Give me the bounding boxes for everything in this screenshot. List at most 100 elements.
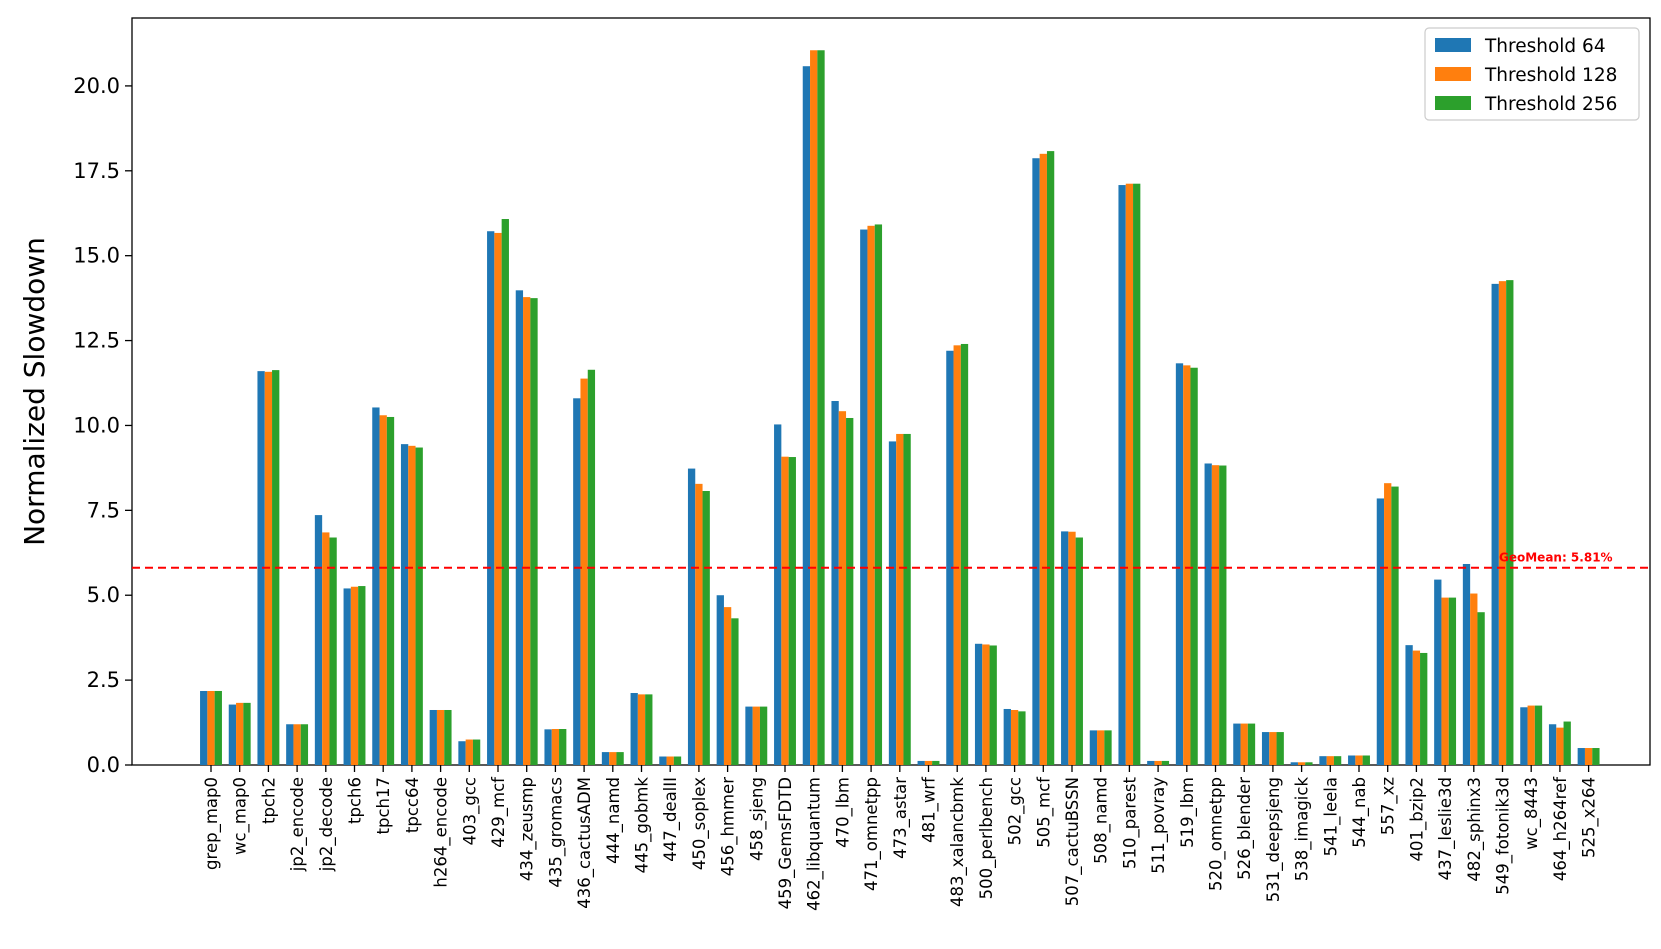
bar	[723, 607, 732, 765]
x-tick-label: 510_parest	[1120, 776, 1140, 868]
legend-label: Threshold 64	[1484, 36, 1606, 57]
x-tick-label: jp2_encode	[288, 777, 308, 872]
bar	[666, 756, 674, 765]
bar	[1319, 756, 1327, 765]
bar	[1441, 597, 1449, 765]
bar	[1420, 652, 1428, 765]
bar	[1434, 579, 1442, 765]
bar	[214, 690, 222, 765]
legend-swatch	[1435, 67, 1471, 81]
bar	[1097, 730, 1105, 765]
bar	[501, 219, 509, 765]
bar	[946, 350, 954, 765]
x-tick-label: 502_gcc	[1006, 777, 1026, 845]
legend-swatch	[1435, 96, 1471, 110]
bar	[286, 724, 294, 765]
bar	[1039, 153, 1047, 765]
bar	[551, 729, 560, 765]
x-tick-label: 481_wrf	[920, 776, 940, 843]
x-tick-label: 525_x264	[1580, 777, 1600, 858]
bar	[1233, 723, 1241, 765]
x-tick-label: 445_gobmk	[633, 777, 653, 874]
bar	[695, 483, 703, 765]
bar	[1592, 748, 1600, 765]
bar	[1333, 756, 1342, 765]
x-tick-label: 549_fotonik3d	[1494, 777, 1514, 895]
bar	[616, 752, 624, 765]
bar	[601, 752, 610, 765]
bar	[1190, 367, 1198, 765]
bar	[1290, 762, 1298, 765]
bar	[1204, 463, 1212, 765]
bar	[917, 760, 925, 765]
bar	[487, 231, 495, 765]
bar	[1133, 183, 1141, 765]
bar	[1520, 707, 1528, 765]
bar	[1563, 721, 1571, 765]
bar	[1491, 283, 1499, 765]
bar	[1068, 531, 1076, 765]
x-tick-label: 434_zeusmp	[518, 777, 538, 881]
x-tick-label: h264_encode	[432, 777, 452, 888]
x-tick-label: 507_cactuBSSN	[1063, 777, 1083, 906]
x-tick-label: 482_sphinx3	[1465, 777, 1485, 882]
bar	[444, 709, 452, 765]
bar	[1147, 760, 1155, 765]
bar	[609, 752, 617, 765]
bar	[207, 690, 215, 765]
legend-box	[1424, 27, 1640, 121]
x-tick-label: 435_gromacs	[546, 777, 566, 888]
bar	[515, 290, 524, 765]
bar	[874, 224, 883, 766]
x-tick-label: 483_xalancbmk	[948, 777, 968, 907]
x-tick-label: 519_lbm	[1178, 777, 1198, 848]
bar	[989, 645, 997, 765]
x-tick-label: 473_astar	[891, 777, 911, 859]
bar	[580, 378, 588, 765]
x-tick-label: 459_GemsFDTD	[776, 777, 796, 909]
bar	[1269, 732, 1277, 765]
x-tick-label: grep_map0	[202, 777, 222, 870]
bar	[293, 724, 301, 765]
bar	[1527, 705, 1535, 765]
bar	[1534, 705, 1543, 765]
x-tick-label: 429_mcf	[489, 776, 509, 848]
x-tick-label: 526_blender	[1235, 777, 1255, 880]
bar	[759, 706, 768, 765]
x-tick-label: 531_deepsjeng	[1264, 777, 1284, 902]
bar	[1018, 711, 1026, 765]
bar	[300, 724, 309, 765]
x-tick-label: 470_lbm	[833, 777, 853, 848]
bar	[465, 739, 473, 765]
legend-label: Threshold 128	[1484, 65, 1617, 86]
x-tick-label: 436_cactusADM	[575, 777, 595, 909]
bar	[1297, 762, 1306, 765]
bar	[386, 416, 395, 765]
x-tick-label: 505_mcf	[1034, 776, 1054, 848]
x-tick-label: 458_sjeng	[747, 777, 767, 861]
bar	[687, 468, 696, 765]
bar	[1348, 755, 1356, 765]
bar	[494, 232, 502, 766]
bar	[350, 586, 359, 765]
x-tick-label: wc_map0	[231, 777, 251, 855]
geomean-label: GeoMean: 5.81%	[1499, 551, 1613, 565]
x-tick-label: 450_soplex	[690, 777, 710, 870]
bar	[429, 709, 437, 765]
bar	[846, 417, 854, 765]
bar	[645, 694, 653, 765]
x-tick-label: 511_povray	[1149, 777, 1169, 874]
bar	[1362, 755, 1370, 765]
bar	[343, 588, 351, 765]
bar	[982, 644, 990, 765]
bar	[314, 515, 323, 765]
x-tick-label: 508_namd	[1092, 777, 1112, 864]
bar	[1326, 756, 1334, 765]
x-tick-label: 447_dealII	[661, 777, 681, 862]
legend-label: Threshold 256	[1484, 94, 1617, 115]
bar	[379, 415, 387, 765]
bar	[1061, 531, 1069, 765]
x-tick-label: wc_8443	[1522, 777, 1542, 850]
bar	[408, 445, 416, 765]
y-tick-label: 2.5	[87, 668, 120, 692]
